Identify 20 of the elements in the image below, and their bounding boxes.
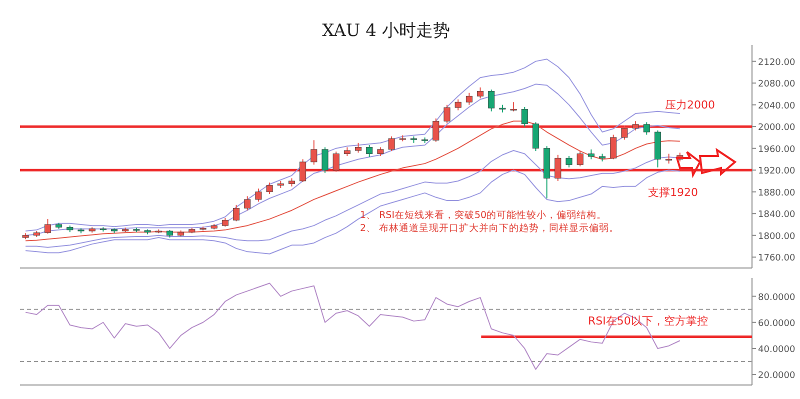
- y-tick-label: 2080.00: [758, 80, 796, 90]
- legend-label: 支撑1920: [648, 186, 698, 200]
- y-tick-label: 1880.00: [758, 188, 796, 198]
- y-tick-label: 2040.00: [758, 101, 796, 112]
- y-tick-label: 2120.00: [758, 58, 796, 68]
- y-tick-label: 1800.00: [758, 232, 796, 242]
- y-tick-label: 20.0000: [758, 371, 796, 382]
- y-tick-label: 1760.00: [758, 254, 796, 264]
- y-tick-label: 2000.00: [758, 123, 796, 134]
- annotation: 2、 布林通道呈现开口扩大并向下的趋势，同样显示偏弱。: [360, 222, 620, 234]
- y-tick-label: 60.0000: [758, 318, 796, 329]
- annotation: 1、 RSI在短线来看，突破50的可能性较小，偏弱结构。: [360, 209, 607, 221]
- y-tick-label: 1840.00: [758, 210, 796, 220]
- chart-title: XAU 4 小时走势: [322, 21, 450, 41]
- y-tick-label: 1960.00: [758, 144, 796, 155]
- y-tick-label: 1920.00: [758, 166, 796, 177]
- ref-line-label: 压力2000: [665, 98, 715, 112]
- y-tick-label: 80.0000: [758, 292, 796, 303]
- y-tick-label: 40.0000: [758, 344, 796, 355]
- ref-line-label: RSI在50以下，空方掌控: [588, 314, 708, 328]
